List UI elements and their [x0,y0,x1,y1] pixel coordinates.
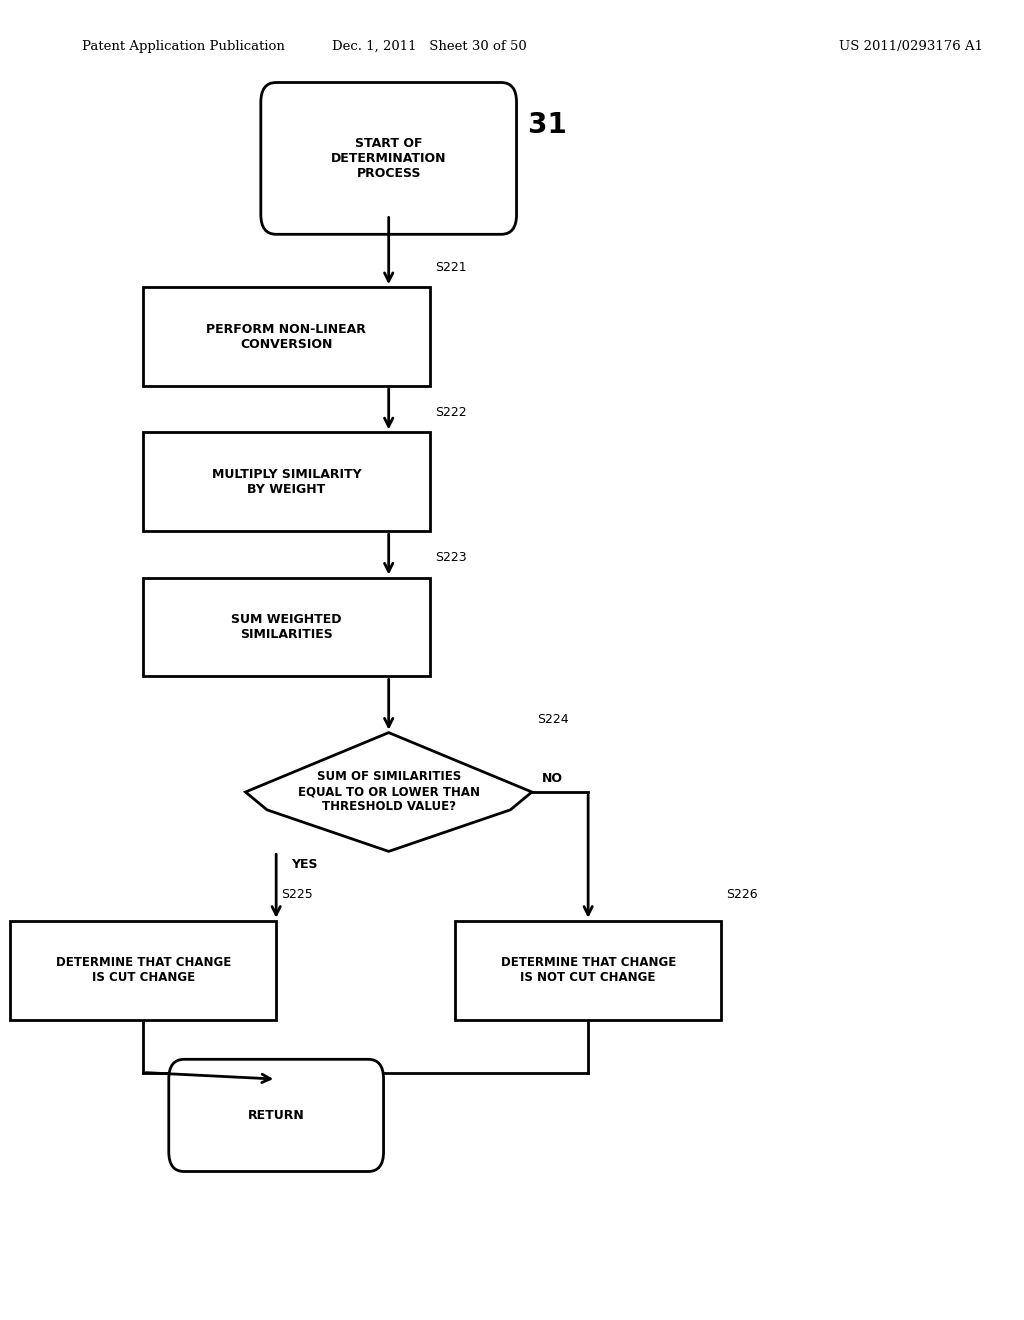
Text: US 2011/0293176 A1: US 2011/0293176 A1 [839,40,983,53]
Text: MULTIPLY SIMILARITY
BY WEIGHT: MULTIPLY SIMILARITY BY WEIGHT [212,467,361,496]
Text: PERFORM NON-LINEAR
CONVERSION: PERFORM NON-LINEAR CONVERSION [207,322,367,351]
Text: SUM OF SIMILARITIES
EQUAL TO OR LOWER THAN
THRESHOLD VALUE?: SUM OF SIMILARITIES EQUAL TO OR LOWER TH… [298,771,479,813]
Text: Patent Application Publication: Patent Application Publication [82,40,285,53]
Text: DETERMINE THAT CHANGE
IS NOT CUT CHANGE: DETERMINE THAT CHANGE IS NOT CUT CHANGE [501,956,676,985]
FancyBboxPatch shape [169,1059,384,1172]
FancyBboxPatch shape [143,288,430,385]
Text: Dec. 1, 2011   Sheet 30 of 50: Dec. 1, 2011 Sheet 30 of 50 [332,40,527,53]
FancyBboxPatch shape [455,921,721,1019]
Text: S223: S223 [435,552,466,565]
Text: YES: YES [292,858,318,871]
Text: START OF
DETERMINATION
PROCESS: START OF DETERMINATION PROCESS [331,137,446,180]
Text: S225: S225 [282,888,313,900]
Text: FIG. 31: FIG. 31 [456,111,567,140]
Text: S222: S222 [435,407,466,420]
FancyBboxPatch shape [143,578,430,676]
Polygon shape [246,733,531,851]
Text: RETURN: RETURN [248,1109,304,1122]
Text: SUM WEIGHTED
SIMILARITIES: SUM WEIGHTED SIMILARITIES [231,612,342,642]
Text: NO: NO [542,772,563,785]
Text: DETERMINE THAT CHANGE
IS CUT CHANGE: DETERMINE THAT CHANGE IS CUT CHANGE [55,956,230,985]
FancyBboxPatch shape [10,921,276,1019]
FancyBboxPatch shape [261,82,516,235]
Text: S224: S224 [537,713,568,726]
Text: S221: S221 [435,261,466,275]
FancyBboxPatch shape [143,433,430,531]
Text: S226: S226 [726,888,758,900]
